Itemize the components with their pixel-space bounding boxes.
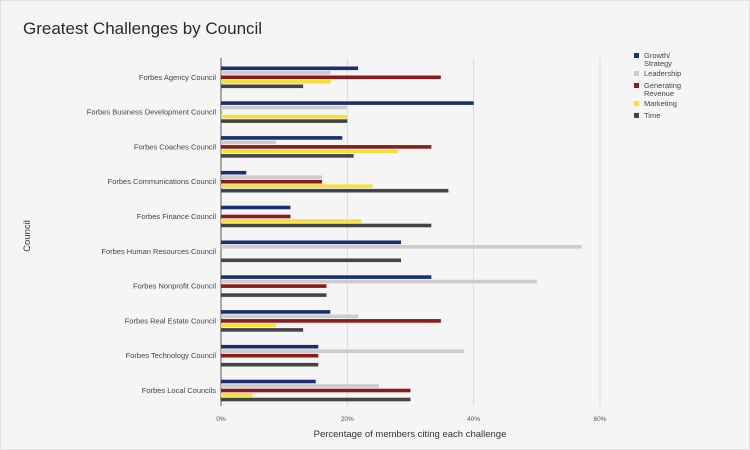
legend-label: Leadership [644, 69, 681, 78]
bar [221, 105, 348, 110]
bar [221, 362, 319, 367]
bar [221, 154, 354, 158]
bar [221, 384, 379, 388]
legend-label: Marketing [644, 99, 677, 108]
bar [221, 310, 331, 314]
x-tick-label: 0% [216, 416, 226, 423]
x-tick-label: 40% [467, 416, 480, 423]
bar [221, 66, 359, 71]
legend-label: Growth/Strategy [644, 51, 672, 68]
bar [221, 349, 465, 353]
bar [221, 136, 343, 140]
category-label: Forbes Business Development Council [87, 108, 217, 117]
legend-swatch [634, 83, 639, 88]
bar [221, 279, 537, 284]
bar [221, 245, 582, 249]
bar [221, 188, 449, 193]
bar [221, 223, 432, 228]
legend-swatch [634, 71, 639, 76]
bar [221, 101, 474, 105]
legend-swatch [634, 113, 639, 118]
x-tick-label: 60% [593, 416, 606, 423]
bar [221, 205, 291, 210]
y-axis-title: Council [22, 220, 33, 252]
bar [221, 179, 323, 184]
bar [221, 258, 402, 263]
bar [221, 114, 348, 119]
bar [221, 80, 331, 84]
bar [221, 293, 327, 297]
bar [221, 388, 411, 393]
grid [220, 58, 601, 406]
bar [221, 397, 411, 402]
category-label: Forbes Nonprofit Council [133, 282, 216, 291]
category-label: Forbes Communications Council [108, 177, 217, 186]
x-tick-label: 20% [341, 416, 354, 423]
bar [221, 84, 304, 89]
chart-title: Greatest Challenges by Council [23, 19, 263, 38]
bars [221, 66, 582, 402]
bar [221, 379, 316, 384]
category-label: Forbes Technology Council [126, 351, 217, 360]
bar [221, 170, 247, 175]
bar [221, 71, 331, 75]
legend-swatch [634, 53, 639, 58]
bar [221, 145, 432, 149]
category-label: Forbes Coaches Council [134, 142, 216, 151]
bar [221, 175, 323, 179]
category-label: Forbes Finance Council [137, 212, 217, 221]
category-label: Forbes Agency Council [139, 73, 216, 82]
bar [221, 119, 348, 123]
bar [221, 75, 441, 80]
bar [221, 353, 319, 358]
bar [221, 393, 253, 397]
bar [221, 149, 398, 154]
bar [221, 284, 327, 288]
x-axis-title: Percentage of members citing each challe… [314, 429, 507, 440]
legend-label: Generating Revenue [644, 81, 681, 98]
x-tick-labels: 0% 20% 40% 60% [216, 416, 606, 423]
legend-swatch [634, 101, 639, 106]
bar [221, 319, 441, 323]
bar [221, 344, 319, 349]
legend-label: Time [644, 111, 660, 120]
bar [221, 323, 276, 328]
bar [221, 314, 359, 319]
bar [221, 140, 276, 145]
category-label: Forbes Real Estate Council [125, 316, 217, 325]
category-label: Forbes Human Resources Council [101, 247, 216, 256]
bar [221, 214, 291, 219]
category-labels: Forbes Agency Council Forbes Business Dev… [87, 73, 217, 395]
bar [221, 219, 362, 223]
bar [221, 240, 402, 245]
bar [221, 275, 432, 279]
bar [221, 184, 373, 188]
bar [221, 328, 304, 332]
category-label: Forbes Local Councils [142, 386, 216, 395]
